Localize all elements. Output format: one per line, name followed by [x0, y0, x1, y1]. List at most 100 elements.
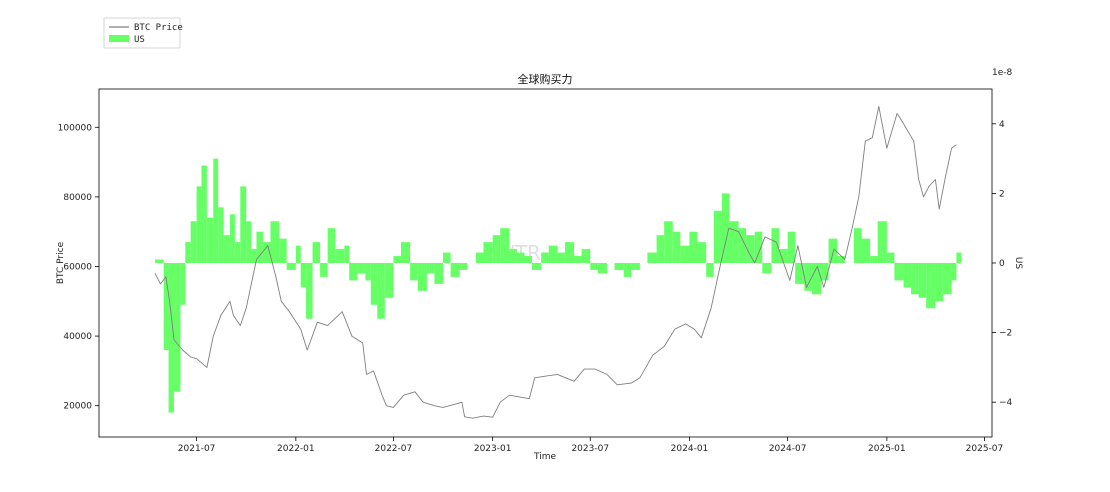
us-bar [410, 263, 418, 281]
us-bar [300, 263, 307, 288]
us-bar [327, 228, 336, 263]
us-bar [417, 263, 427, 291]
us-bar [218, 207, 224, 263]
left-tick-label: 40000 [63, 332, 92, 342]
us-bar [713, 210, 722, 263]
us-bar [295, 245, 301, 263]
us-bar [168, 263, 174, 413]
us-bar [918, 263, 927, 298]
us-bar [564, 242, 575, 263]
us-bar [516, 252, 525, 263]
us-bar [762, 263, 772, 274]
us-bar [180, 263, 186, 305]
us-bar [811, 263, 822, 295]
legend-box [103, 17, 181, 49]
us-bar [672, 231, 681, 263]
us-bar [574, 256, 582, 263]
x-tick-label: 2021-07 [178, 444, 216, 454]
us-bar [787, 231, 796, 263]
us-bar [173, 263, 181, 392]
right-axis-offset-label: 1e-8 [992, 68, 1013, 78]
us-bar [623, 263, 632, 277]
left-tick-label: 20000 [63, 402, 92, 412]
us-bar [935, 263, 943, 302]
us-bar [312, 242, 321, 263]
left-tick-label: 60000 [63, 262, 92, 272]
us-bar [234, 242, 241, 263]
us-bar [155, 259, 164, 263]
us-bar [206, 217, 214, 263]
us-bar [483, 242, 493, 263]
us-bar [306, 263, 313, 319]
us-bar [926, 263, 936, 309]
us-bar [377, 263, 385, 319]
us-bar [532, 263, 542, 270]
us-bar [320, 263, 328, 277]
legend: BTC Price US [103, 17, 183, 49]
us-bar [400, 242, 411, 263]
us-bar [459, 263, 468, 270]
us-bar [778, 249, 788, 263]
us-bar [223, 235, 231, 263]
x-axis: 2021-07 2022-01 2022-07 2023-01 2023-07 2024-… [178, 437, 1003, 454]
us-bar [286, 263, 296, 270]
us-bar [861, 238, 871, 263]
right-y-axis: −4 −2 0 2 4 [992, 120, 1013, 408]
us-bar [344, 245, 350, 263]
us-bar [349, 263, 358, 281]
right-y-axis-label: US [1013, 257, 1023, 270]
us-bar [821, 263, 829, 281]
us-bar [201, 165, 207, 263]
x-tick-label: 2023-01 [474, 444, 512, 454]
right-tick-label: 2 [999, 189, 1005, 199]
us-bar [614, 263, 624, 270]
us-bar [185, 242, 191, 263]
x-tick-label: 2023-07 [571, 444, 609, 454]
us-bar [581, 249, 591, 263]
us-bar [335, 249, 345, 263]
us-bar [450, 263, 460, 277]
us-bar [524, 256, 533, 263]
us-bar [541, 252, 549, 263]
us-bar [196, 186, 202, 263]
us-bar [384, 263, 394, 298]
right-tick-label: 0 [999, 259, 1005, 269]
legend-price-label: BTC Price [134, 23, 183, 33]
us-bar [664, 221, 673, 263]
us-bar [548, 245, 558, 263]
us-bar [393, 256, 401, 263]
right-tick-label: −4 [999, 398, 1013, 408]
us-bar [647, 252, 657, 263]
us-bar [956, 252, 962, 263]
x-tick-label: 2022-01 [277, 444, 315, 454]
us-bar [951, 263, 957, 281]
x-axis-label: Time [533, 452, 556, 462]
us-bar [721, 193, 730, 263]
us-bar [942, 263, 952, 295]
legend-us-label: US [134, 35, 145, 45]
us-bar [500, 228, 510, 263]
us-bar [434, 263, 444, 284]
us-bar [270, 221, 280, 263]
us-bar [240, 186, 247, 263]
us-bar [870, 256, 878, 263]
us-bar [256, 231, 263, 263]
us-bar [795, 263, 805, 284]
us-bar [590, 263, 598, 270]
us-bar [746, 235, 755, 263]
us-bar [656, 235, 665, 263]
us-bar [754, 231, 763, 263]
left-y-axis-label: BTC Price [56, 241, 66, 284]
left-tick-label: 80000 [63, 193, 92, 203]
us-bar [426, 263, 435, 274]
us-bar [837, 256, 845, 263]
us-bar [190, 221, 197, 263]
us-bar [771, 228, 779, 263]
us-bar [230, 214, 235, 263]
us-bar [475, 252, 484, 263]
us-bar [853, 228, 862, 263]
us-bar [370, 263, 378, 305]
us-bars [155, 158, 962, 413]
us-bar [828, 238, 838, 263]
